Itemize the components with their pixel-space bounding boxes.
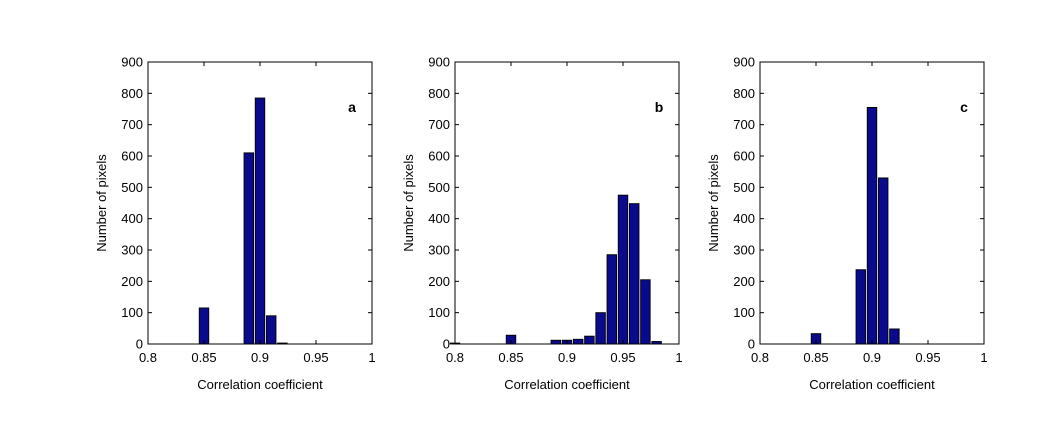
x-tick-label: 0.95	[915, 350, 940, 365]
x-axis-label: Correlation coefficient	[197, 377, 323, 392]
bar	[606, 254, 618, 345]
bar	[265, 315, 277, 345]
bar	[866, 106, 878, 345]
y-tick-label: 900	[733, 55, 755, 70]
x-axis-label: Correlation coefficient	[504, 377, 630, 392]
y-tick-label: 600	[733, 149, 755, 164]
x-tick-label: 0.9	[863, 350, 881, 365]
y-tick-label: 700	[428, 117, 450, 132]
x-axis-label: Correlation coefficient	[809, 377, 935, 392]
y-axis-label: Number of pixels	[94, 154, 109, 252]
y-tick-label: 300	[428, 243, 450, 258]
x-tick-label: 0.8	[751, 350, 769, 365]
x-tick-label: 0.95	[303, 350, 328, 365]
x-tick-label: 1	[675, 350, 682, 365]
bar	[877, 177, 889, 345]
y-tick-label: 500	[733, 180, 755, 195]
x-tick-label: 1	[368, 350, 375, 365]
y-tick-label: 100	[121, 305, 143, 320]
y-tick-label: 700	[121, 117, 143, 132]
y-tick-label: 200	[121, 274, 143, 289]
panel-label: c	[960, 99, 968, 115]
x-tick-label: 0.85	[498, 350, 523, 365]
y-tick-label: 900	[428, 55, 450, 70]
bar	[550, 339, 562, 345]
panel-b: 0 100 200 300 400 500 600 700 800 900 0.8 0.85 0.9 0.…	[401, 55, 683, 393]
bar	[198, 307, 210, 345]
x-tick-label: 0.85	[803, 350, 828, 365]
y-tick-label: 400	[121, 211, 143, 226]
bar	[640, 279, 651, 345]
bar	[243, 152, 255, 345]
y-tick-label: 0	[748, 337, 755, 352]
panel-label: b	[655, 99, 664, 115]
x-tick-label: 0.95	[610, 350, 635, 365]
bar	[889, 328, 900, 345]
x-tick-label: 0.8	[139, 350, 157, 365]
panel-a: 0 100 200 300 400 500 600 700 800 900 0.8 0.85 0.9 0.…	[94, 55, 376, 393]
x-tick-label: 0.85	[191, 350, 216, 365]
x-tick-label: 0.9	[558, 350, 576, 365]
y-tick-label: 800	[428, 86, 450, 101]
x-tick-label: 1	[980, 350, 987, 365]
y-tick-label: 200	[733, 274, 755, 289]
y-tick-label: 800	[121, 86, 143, 101]
y-tick-label: 700	[733, 117, 755, 132]
y-axis-label: Number of pixels	[706, 154, 721, 252]
x-tick-label: 0.8	[446, 350, 464, 365]
y-tick-label: 500	[428, 180, 450, 195]
y-tick-label: 500	[121, 180, 143, 195]
x-tick-label: 0.9	[251, 350, 269, 365]
y-tick-label: 100	[733, 305, 755, 320]
y-axis-label: Number of pixels	[401, 154, 416, 252]
y-tick-label: 600	[121, 149, 143, 164]
bar	[254, 97, 266, 345]
panel-c: 0 100 200 300 400 500 600 700 800 900 0.8 0.85 0.9 0.…	[706, 55, 988, 393]
y-tick-label: 0	[443, 337, 450, 352]
bar	[628, 203, 640, 345]
bar	[584, 335, 595, 345]
y-tick-label: 800	[733, 86, 755, 101]
panel-label: a	[348, 99, 356, 115]
bar	[595, 312, 606, 345]
y-tick-label: 400	[733, 211, 755, 226]
y-tick-label: 400	[428, 211, 450, 226]
y-tick-label: 900	[121, 55, 143, 70]
y-tick-label: 0	[136, 337, 143, 352]
y-tick-label: 300	[733, 243, 755, 258]
y-tick-label: 100	[428, 305, 450, 320]
bar	[617, 194, 629, 345]
y-tick-label: 600	[428, 149, 450, 164]
bar	[855, 269, 867, 345]
bar	[572, 338, 584, 345]
y-tick-label: 300	[121, 243, 143, 258]
y-tick-label: 200	[428, 274, 450, 289]
